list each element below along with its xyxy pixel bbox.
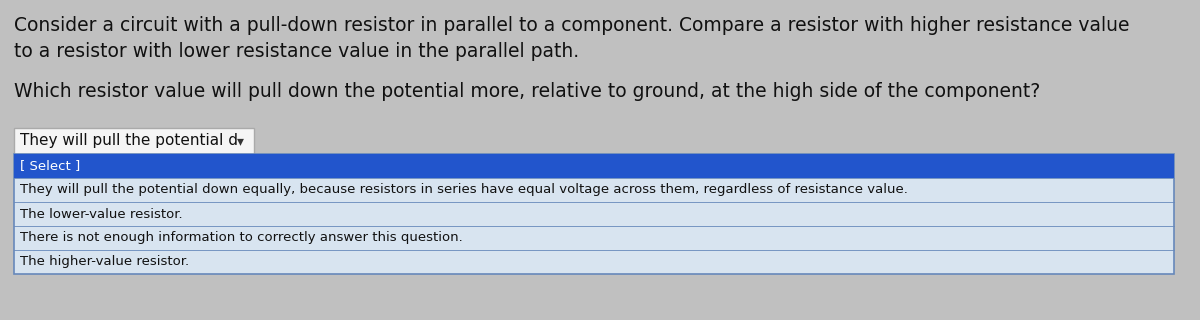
- Text: The lower-value resistor.: The lower-value resistor.: [20, 207, 182, 220]
- Text: Consider a circuit with a pull-down resistor in parallel to a component. Compare: Consider a circuit with a pull-down resi…: [14, 16, 1129, 35]
- Text: to a resistor with lower resistance value in the parallel path.: to a resistor with lower resistance valu…: [14, 42, 580, 61]
- Bar: [14, 128, 254, 154]
- Text: Which resistor value will pull down the potential more, relative to ground, at t: Which resistor value will pull down the …: [14, 82, 1040, 101]
- Text: There is not enough information to correctly answer this question.: There is not enough information to corre…: [20, 231, 463, 244]
- Text: [ Select ]: [ Select ]: [20, 159, 80, 172]
- Bar: [14, 154, 1174, 274]
- Bar: [14, 154, 1174, 178]
- Text: They will pull the potential d: They will pull the potential d: [20, 133, 238, 148]
- Text: They will pull the potential down equally, because resistors in series have equa: They will pull the potential down equall…: [20, 183, 908, 196]
- Text: ▾: ▾: [236, 134, 244, 148]
- Text: The higher-value resistor.: The higher-value resistor.: [20, 255, 190, 268]
